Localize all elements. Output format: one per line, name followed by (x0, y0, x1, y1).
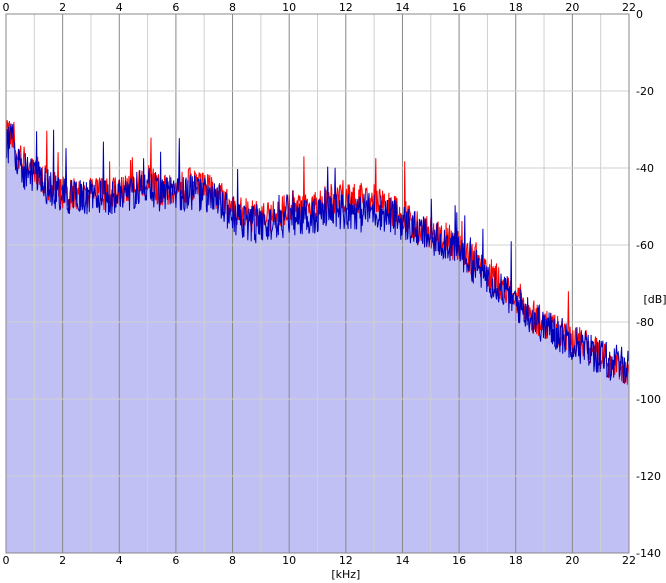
x-tick-label-top: 14 (395, 1, 409, 14)
x-tick-label-bottom: 0 (3, 554, 10, 567)
y-tick-label: -100 (636, 393, 661, 406)
x-tick-label-top: 16 (452, 1, 466, 14)
y-axis-label: [dB] (643, 293, 666, 306)
y-tick-label: 0 (636, 8, 643, 21)
x-tick-label-top: 10 (282, 1, 296, 14)
x-tick-label-bottom: 22 (622, 554, 636, 567)
x-tick-label-top: 6 (172, 1, 179, 14)
x-tick-label-top: 20 (565, 1, 579, 14)
series-line-red (5, 120, 630, 385)
x-tick-label-bottom: 14 (395, 554, 409, 567)
y-tick-label: -120 (636, 470, 661, 483)
x-tick-label-top: 12 (339, 1, 353, 14)
x-tick-label-top: 22 (622, 1, 636, 14)
x-tick-label-bottom: 6 (172, 554, 179, 567)
x-tick-label-bottom: 8 (229, 554, 236, 567)
x-tick-label-bottom: 4 (116, 554, 123, 567)
y-tick-label: -80 (636, 316, 654, 329)
x-tick-label-bottom: 20 (565, 554, 579, 567)
x-tick-label-bottom: 16 (452, 554, 466, 567)
x-tick-label-bottom: 18 (509, 554, 523, 567)
x-tick-label-bottom: 2 (59, 554, 66, 567)
y-tick-label: -60 (636, 239, 654, 252)
grid-layer (5, 13, 630, 554)
x-tick-label-top: 4 (116, 1, 123, 14)
x-tick-label-bottom: 12 (339, 554, 353, 567)
series-layer (5, 120, 630, 385)
x-tick-label-top: 0 (3, 1, 10, 14)
x-tick-label-top: 2 (59, 1, 66, 14)
series-line-blue (5, 123, 630, 385)
plot-frame (5, 13, 630, 554)
tick-label-layer: 002244668810101212141416161818202022220-… (3, 1, 661, 567)
x-axis-label: [kHz] (331, 568, 360, 581)
y-tick-label: -140 (636, 547, 661, 560)
x-tick-label-bottom: 10 (282, 554, 296, 567)
x-tick-label-top: 8 (229, 1, 236, 14)
x-tick-label-top: 18 (509, 1, 523, 14)
y-tick-label: -20 (636, 85, 654, 98)
y-tick-label: -40 (636, 162, 654, 175)
